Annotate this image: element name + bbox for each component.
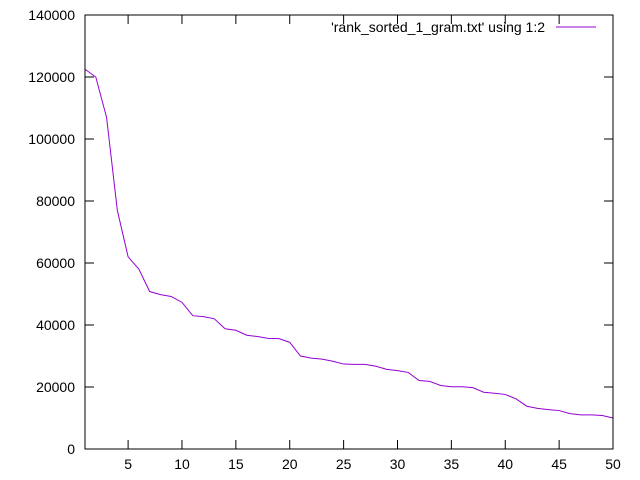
y-tick-label: 140000	[28, 7, 75, 23]
legend: 'rank_sorted_1_gram.txt' using 1:2	[331, 19, 596, 35]
x-tick-label: 45	[551, 456, 567, 472]
y-tick-label: 0	[67, 441, 75, 457]
series-layer	[84, 68, 614, 419]
x-tick-label: 35	[444, 456, 460, 472]
x-tick-label: 50	[605, 456, 621, 472]
y-tick-label: 20000	[36, 379, 75, 395]
legend-label: 'rank_sorted_1_gram.txt' using 1:2	[331, 19, 545, 35]
x-tick-label: 5	[124, 456, 132, 472]
x-tick-label: 20	[282, 456, 298, 472]
y-tick-label: 60000	[36, 255, 75, 271]
x-tick-label: 10	[174, 456, 190, 472]
y-tick-label: 120000	[28, 69, 75, 85]
y-tick-label: 80000	[36, 193, 75, 209]
x-tick-label: 25	[336, 456, 352, 472]
y-tick-label: 100000	[28, 131, 75, 147]
x-tick-label: 40	[497, 456, 513, 472]
x-tick-label: 15	[228, 456, 244, 472]
y-tick-label: 40000	[36, 317, 75, 333]
axis-ticks	[85, 15, 613, 449]
x-tick-label: 30	[390, 456, 406, 472]
series-line	[84, 68, 614, 419]
tick-labels: 0 20000 40000 60000 80000 100000 120000 140000 5…	[28, 7, 621, 472]
plot-frame	[84, 14, 614, 450]
